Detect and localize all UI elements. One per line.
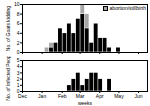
svg-text:2: 2 <box>17 40 20 46</box>
svg-text:0: 0 <box>17 49 20 55</box>
svg-text:4: 4 <box>17 30 20 36</box>
svg-text:weeks: weeks <box>78 100 93 106</box>
svg-text:Feb: Feb <box>58 93 67 99</box>
svg-text:Apr: Apr <box>96 93 104 99</box>
svg-text:10: 10 <box>14 1 20 7</box>
svg-text:Jan: Jan <box>38 93 46 99</box>
svg-text:6: 6 <box>17 20 20 26</box>
svg-text:Jun: Jun <box>135 93 143 99</box>
svg-text:May: May <box>114 93 124 99</box>
svg-text:2: 2 <box>17 76 20 82</box>
svg-text:4: 4 <box>17 63 20 69</box>
svg-text:No. of Goats kidding: No. of Goats kidding <box>5 6 11 52</box>
svg-text:Mar: Mar <box>76 93 85 99</box>
svg-text:5: 5 <box>17 57 20 63</box>
html-text:abortion/stillbirth: abortion/stillbirth <box>109 5 146 11</box>
svg-text:0: 0 <box>16 88 20 95</box>
svg-text:3: 3 <box>17 70 20 76</box>
svg-text:Dec: Dec <box>18 93 27 99</box>
svg-text:No. of Infected People: No. of Infected People <box>5 56 11 101</box>
svg-text:1: 1 <box>17 82 20 88</box>
svg-text:8: 8 <box>17 11 20 17</box>
